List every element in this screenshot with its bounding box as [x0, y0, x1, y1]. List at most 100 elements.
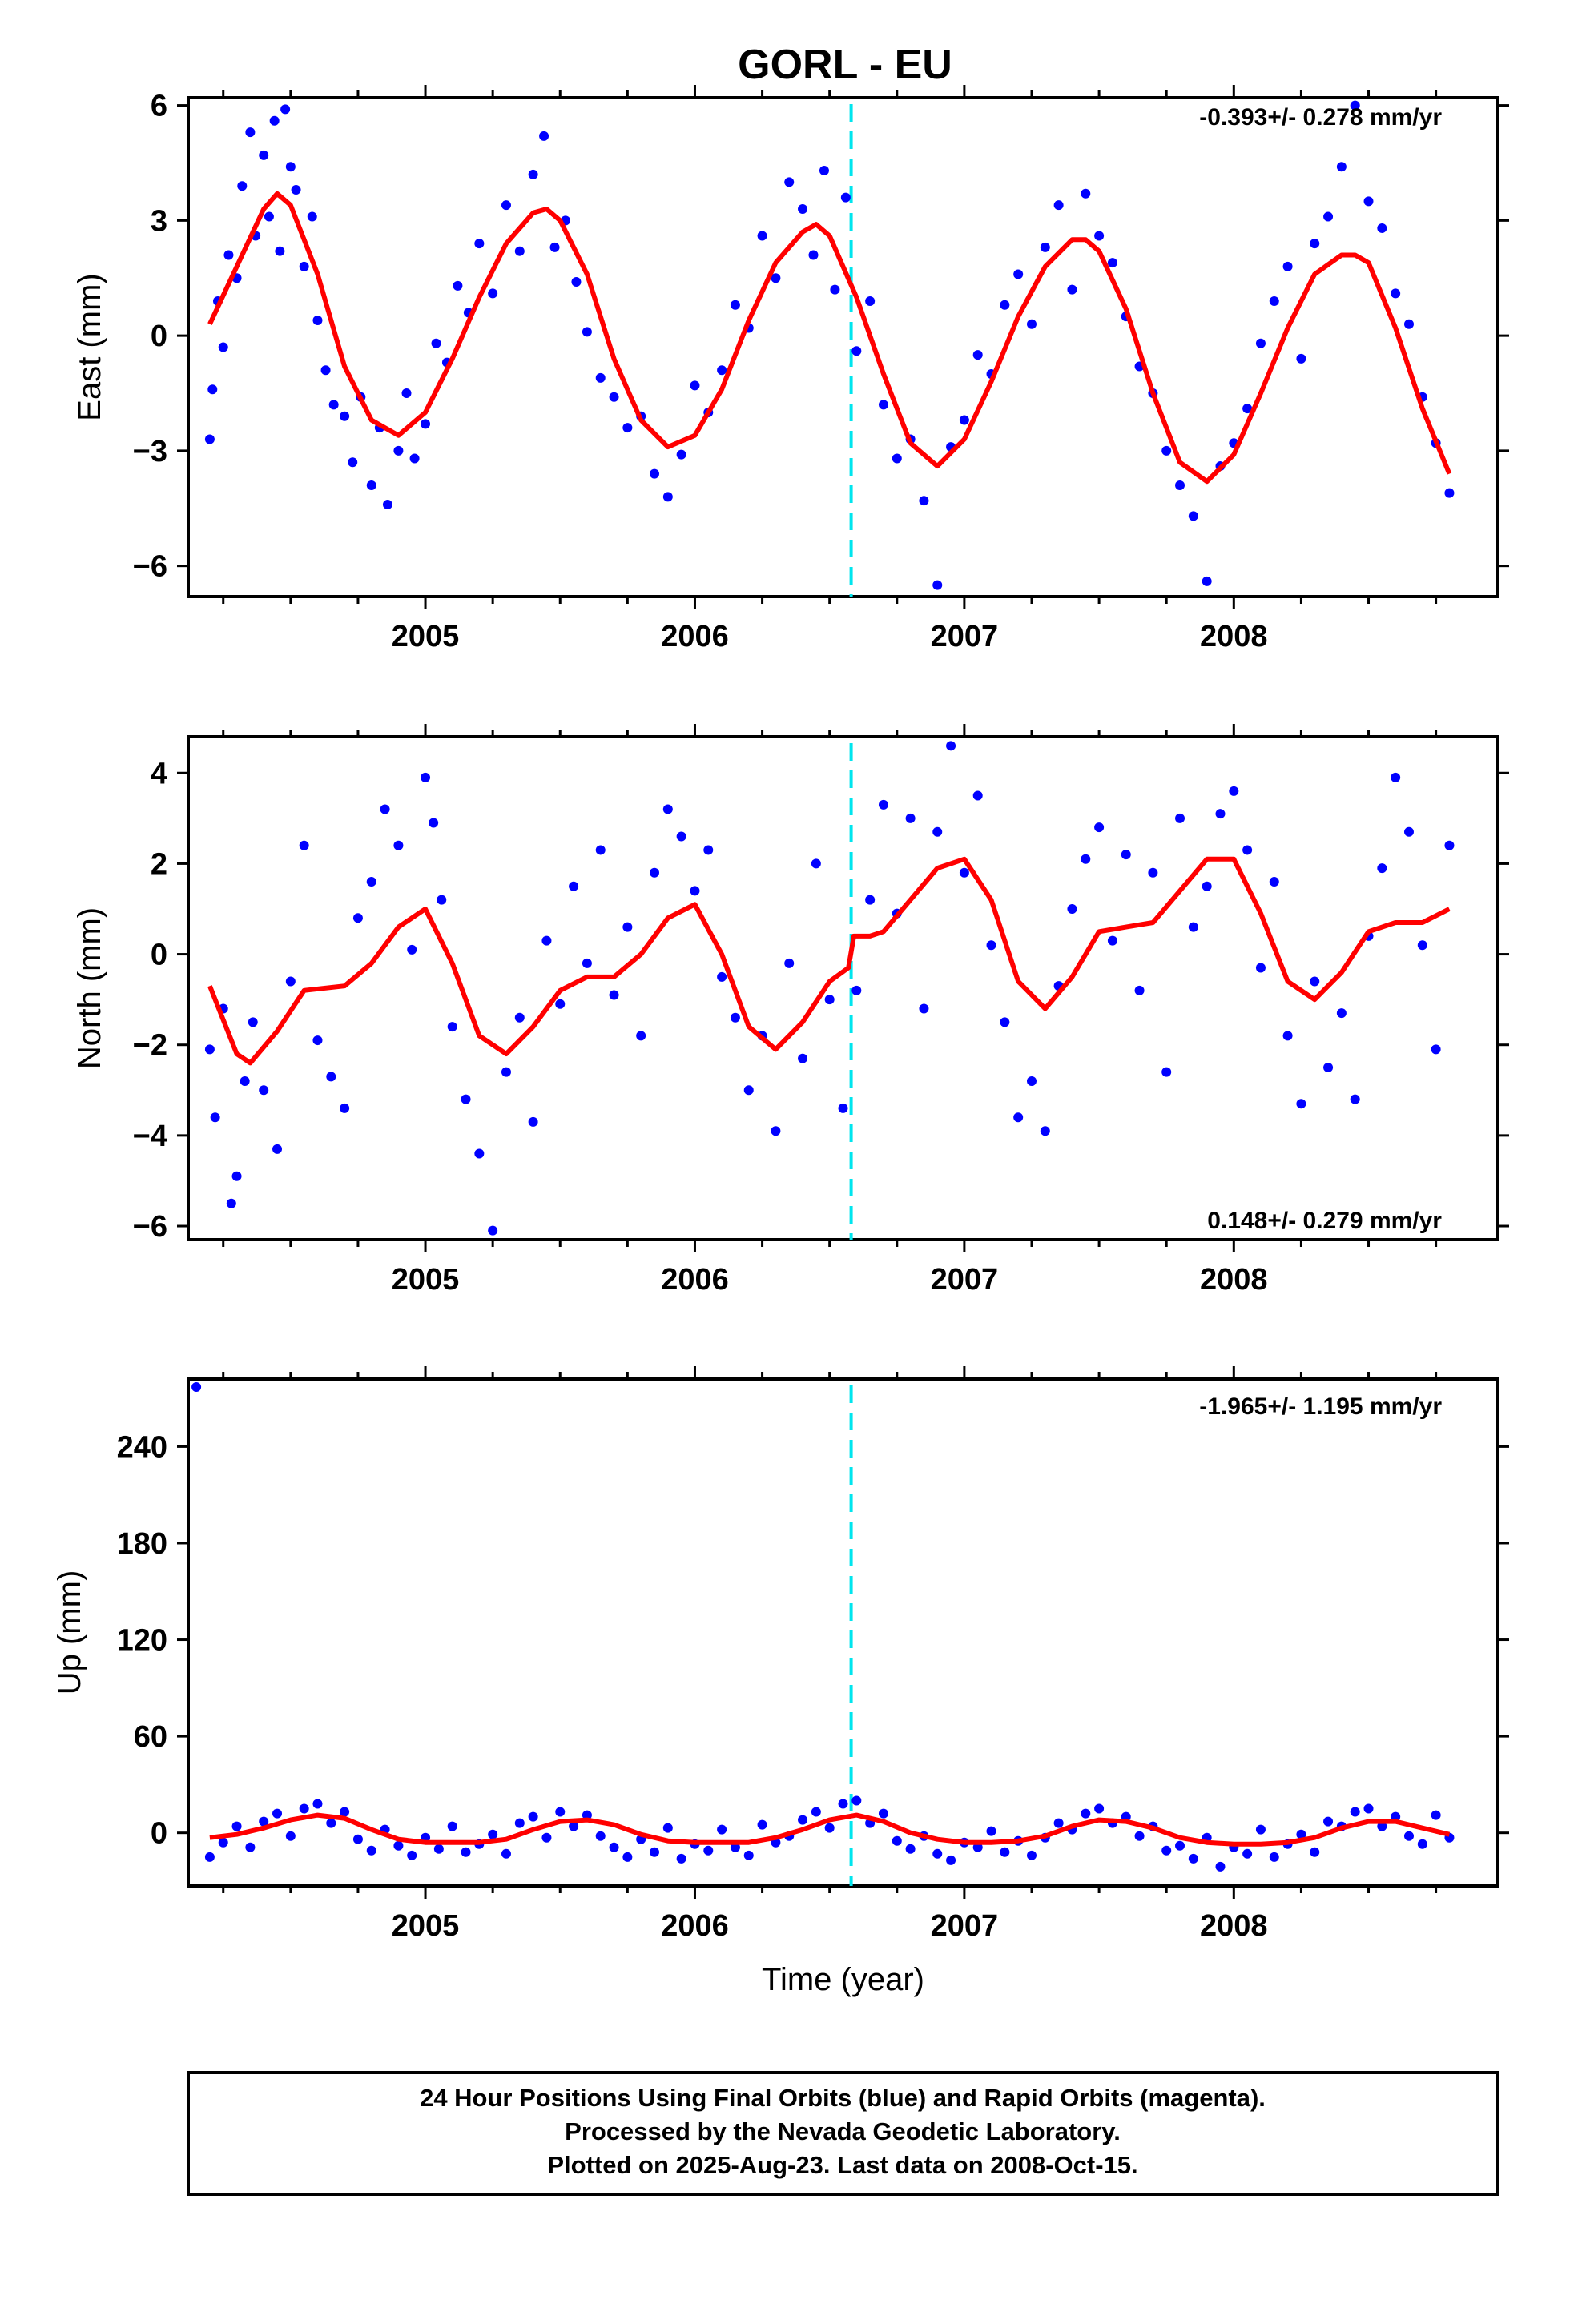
east-data-point	[1107, 258, 1117, 268]
up-data-point	[1296, 1829, 1306, 1839]
up-data-point	[1081, 1808, 1091, 1819]
up-data-point	[1391, 1811, 1401, 1822]
up-data-point	[541, 1832, 552, 1843]
east-data-point	[1040, 242, 1050, 252]
up-ytick-label: 180	[117, 1527, 167, 1561]
north-data-point	[259, 1085, 269, 1096]
north-ytick-label: −2	[133, 1029, 167, 1063]
north-data-point	[1444, 840, 1455, 850]
north-data-point	[1067, 903, 1077, 914]
north-data-point	[1202, 881, 1212, 891]
east-data-point	[1403, 319, 1414, 329]
north-data-point	[352, 913, 363, 923]
up-data-point	[1161, 1845, 1172, 1856]
up-data-point	[676, 1853, 686, 1864]
north-data-point	[676, 831, 686, 842]
east-data-point	[421, 419, 431, 429]
north-data-point	[972, 790, 983, 801]
north-data-point	[340, 1103, 350, 1113]
up-data-point	[245, 1842, 256, 1852]
east-data-point	[1336, 162, 1347, 172]
north-data-point	[1134, 985, 1145, 995]
north-data-point	[326, 1072, 336, 1082]
north-data-point	[690, 886, 700, 896]
north-data-point	[959, 867, 969, 878]
east-data-point	[840, 192, 851, 203]
north-data-point	[1282, 1031, 1293, 1041]
east-data-point	[1067, 284, 1077, 295]
up-data-point	[717, 1824, 727, 1835]
north-data-point	[919, 1003, 929, 1014]
up-panel: 0 60 120 180 240 2005 2006 2007 2008 Up (mm) Time …	[52, 1366, 1509, 1997]
east-data-point	[431, 338, 441, 348]
east-data-point	[798, 203, 808, 214]
north-data-point	[662, 804, 673, 814]
north-rate-label: 0.148+/- 0.279 mm/yr	[1207, 1208, 1442, 1234]
up-data-point	[650, 1847, 660, 1857]
east-data-point	[474, 239, 485, 249]
east-data-point	[1363, 196, 1374, 207]
east-data-point	[1377, 223, 1387, 233]
north-data-point	[421, 772, 431, 782]
east-data-point	[972, 350, 983, 360]
east-fit-line	[207, 191, 1452, 485]
east-data-point	[1323, 211, 1334, 222]
up-ytick-label: 0	[151, 1817, 167, 1851]
up-data-point	[231, 1821, 242, 1831]
east-data-point	[1444, 488, 1455, 498]
north-data-point	[609, 990, 619, 1000]
up-data-point	[555, 1807, 566, 1817]
up-plot-frame	[187, 1377, 1499, 1888]
east-data-point	[285, 162, 296, 172]
north-data-point	[1107, 935, 1117, 946]
up-data-point	[932, 1848, 943, 1859]
north-ytick-label: −4	[133, 1120, 167, 1153]
north-data-point	[380, 804, 390, 814]
east-data-point	[690, 380, 700, 391]
east-data-point	[299, 261, 309, 271]
north-data-point	[437, 895, 447, 905]
up-data-point	[1026, 1850, 1037, 1860]
up-data-point	[595, 1831, 606, 1841]
up-data-point	[312, 1799, 323, 1809]
up-data-point	[433, 1844, 444, 1854]
figure-title: GORL - EU	[738, 42, 952, 88]
east-ytick-label: −3	[133, 435, 167, 468]
north-data-point	[730, 1012, 740, 1023]
up-xlabel: Time (year)	[762, 1962, 924, 1997]
east-data-point	[280, 104, 291, 115]
up-data-point	[1417, 1839, 1427, 1849]
east-data-point	[269, 115, 280, 126]
east-data-point	[259, 150, 269, 160]
east-data-point	[851, 346, 862, 356]
up-data-point	[218, 1837, 228, 1848]
east-data-point	[514, 246, 525, 256]
east-data-point	[1282, 261, 1293, 271]
east-data-point	[245, 127, 256, 138]
north-data-point	[946, 741, 956, 751]
north-data-point	[1323, 1063, 1334, 1073]
north-data-point	[1175, 813, 1185, 823]
north-xtick-label: 2007	[931, 1263, 999, 1297]
north-data-point	[798, 1053, 808, 1063]
east-data-point	[932, 580, 943, 590]
up-data-point	[1000, 1847, 1010, 1857]
north-data-point	[582, 958, 592, 968]
east-ylabel: East (mm)	[72, 273, 107, 420]
up-data-point	[838, 1799, 848, 1809]
up-fit-line	[209, 1812, 1451, 1847]
north-data-point	[1148, 867, 1158, 878]
east-data-point	[328, 400, 339, 410]
up-data-point	[299, 1803, 309, 1814]
north-data-point	[771, 1126, 781, 1136]
north-data-point	[555, 999, 566, 1009]
up-data-point	[703, 1845, 714, 1856]
east-xtick-label: 2008	[1200, 620, 1268, 653]
north-data-point	[1403, 826, 1414, 837]
east-data-point	[312, 315, 323, 325]
up-data-point	[824, 1823, 835, 1833]
up-data-point	[662, 1823, 673, 1833]
north-data-point	[1013, 1112, 1024, 1123]
north-data-point	[248, 1017, 258, 1027]
north-data-point	[811, 858, 821, 869]
